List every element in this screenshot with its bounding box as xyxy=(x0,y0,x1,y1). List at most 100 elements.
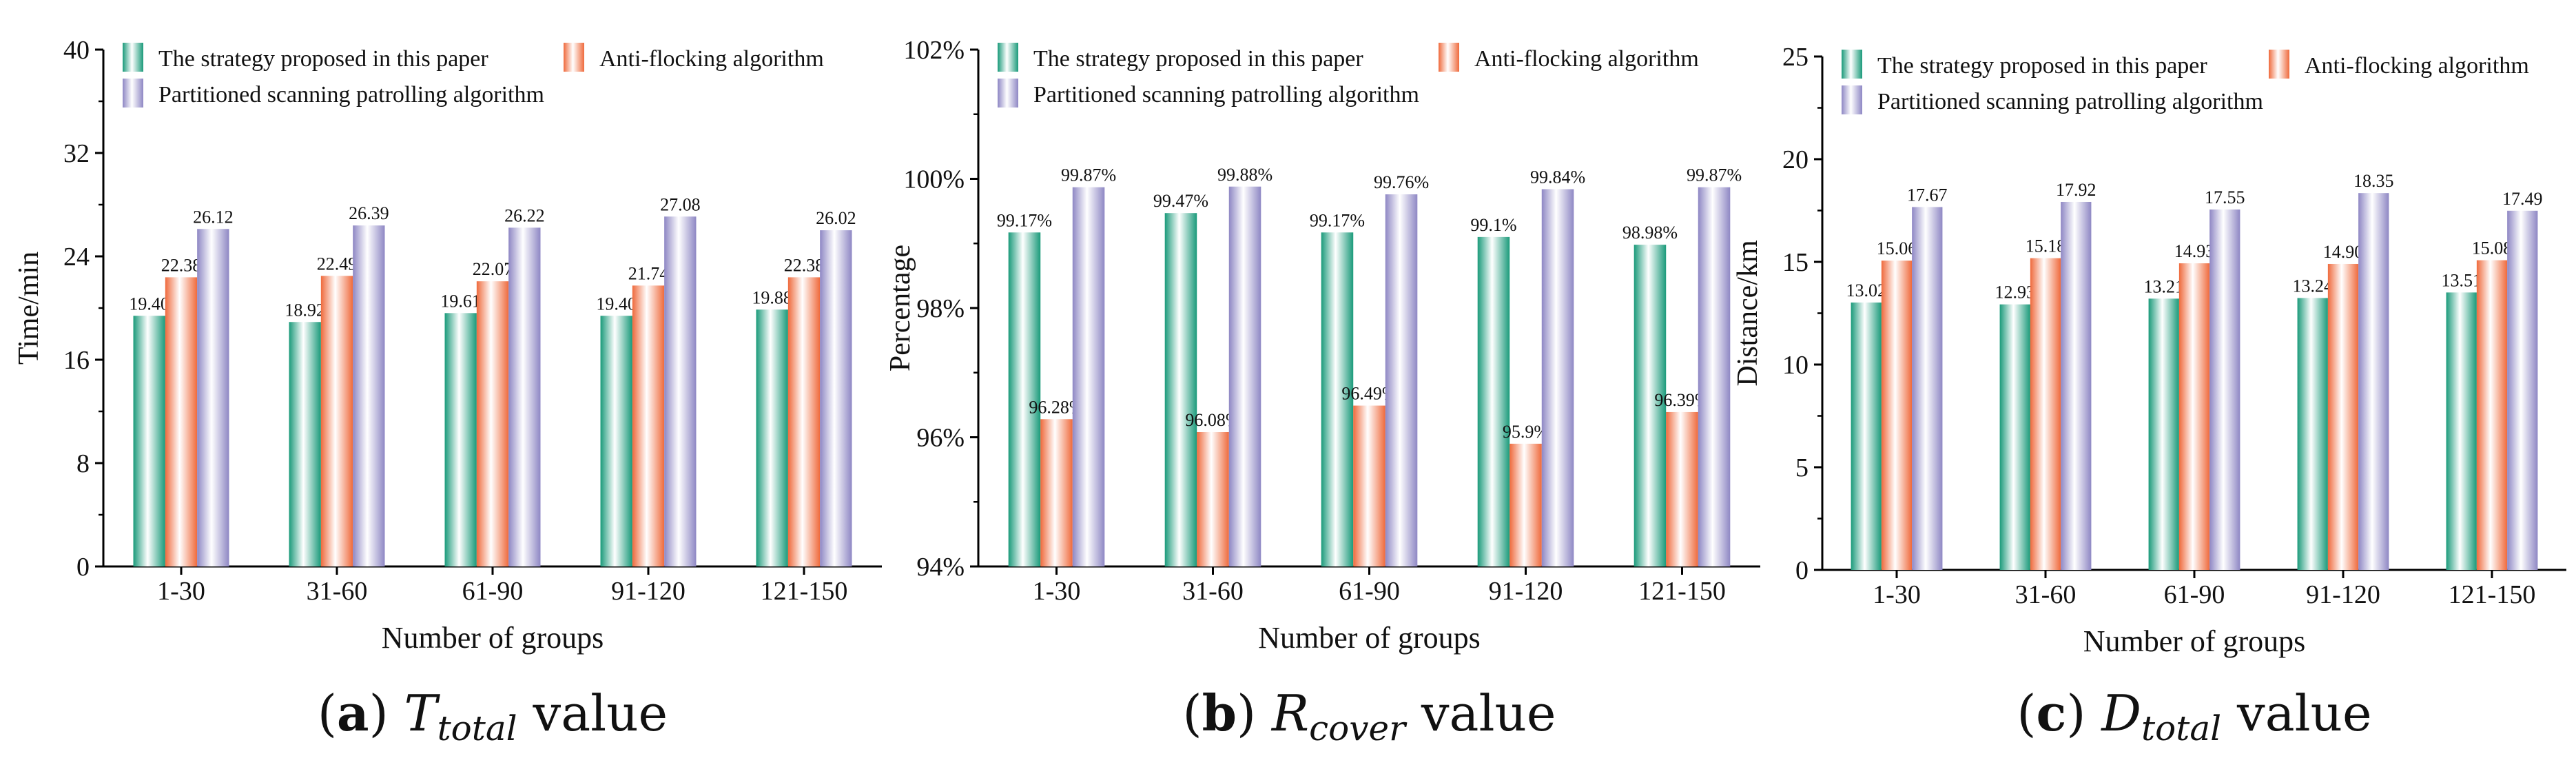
bar-value-label: 99.76% xyxy=(1374,172,1429,192)
bar-value-label: 22.07 xyxy=(473,259,513,279)
bar-value-label: 13.24 xyxy=(2292,276,2333,296)
y-axis-label: Distance/km xyxy=(1732,240,1764,387)
caption-part: c xyxy=(2036,684,2066,742)
x-tick-label: 61-90 xyxy=(2164,580,2225,609)
bar xyxy=(320,276,353,566)
bar-value-label: 19.88 xyxy=(752,287,792,307)
caption-part: ( xyxy=(318,684,337,742)
bar xyxy=(476,281,509,566)
bar-value-label: 15.06 xyxy=(1877,238,1917,258)
bar-value-label: 98.98% xyxy=(1622,223,1678,243)
bar xyxy=(444,313,477,566)
x-tick-label: 1-30 xyxy=(157,577,205,606)
bar-value-label: 19.40 xyxy=(596,294,637,314)
bar xyxy=(2178,263,2210,570)
bar xyxy=(1541,189,1574,566)
y-tick-label: 98% xyxy=(916,294,965,323)
bar-value-label: 19.40 xyxy=(129,294,169,314)
bar xyxy=(1197,432,1229,566)
caption-part: total xyxy=(2141,708,2221,748)
bar xyxy=(787,277,821,566)
caption-part: cover xyxy=(1309,708,1408,748)
caption-part: b xyxy=(1202,684,1237,742)
x-tick-label: 91-120 xyxy=(1489,577,1563,606)
bar xyxy=(2061,201,2092,570)
y-tick-label: 0 xyxy=(76,553,90,582)
bar-value-label: 99.87% xyxy=(1061,165,1116,185)
legend-swatch xyxy=(123,43,143,72)
bar-value-label: 13.21 xyxy=(2143,276,2184,296)
x-axis-label: Number of groups xyxy=(1258,621,1481,655)
y-tick-label: 24 xyxy=(63,243,90,272)
bar xyxy=(133,316,165,566)
x-tick-label: 1-30 xyxy=(1033,577,1081,606)
bar-value-label: 13.51 xyxy=(2441,270,2482,290)
panel-caption: (c) Dtotal value xyxy=(2017,684,2371,748)
chart-panel-1: 0 8 16 24 32 40 Time/min 1-30 19.40 22.38 26.12 31-… xyxy=(13,36,882,748)
caption-part: ( xyxy=(1183,684,1202,742)
bar xyxy=(2358,193,2389,570)
legend-label: The strategy proposed in this paper xyxy=(1877,53,2207,79)
bar-value-label: 99.88% xyxy=(1217,165,1272,185)
bar-value-label: 26.39 xyxy=(349,203,389,223)
bar xyxy=(1164,213,1197,566)
legend-label: Anti-flocking algorithm xyxy=(2305,53,2529,79)
bar-value-label: 22.49 xyxy=(317,254,358,274)
bar xyxy=(1040,419,1073,566)
y-tick-label: 32 xyxy=(63,139,90,168)
y-tick-label: 0 xyxy=(1795,556,1809,585)
bar xyxy=(1912,207,1943,571)
x-tick-label: 61-90 xyxy=(1339,577,1400,606)
bar xyxy=(1321,232,1354,566)
legend-swatch xyxy=(2269,50,2289,79)
legend-swatch xyxy=(1842,50,1862,79)
caption-part: value xyxy=(517,684,668,742)
bar xyxy=(2209,209,2240,570)
bar-value-label: 99.17% xyxy=(1310,210,1365,230)
caption-part: T xyxy=(404,684,441,742)
x-tick-label: 121-150 xyxy=(1638,577,1726,606)
panel-caption: (a) Ttotal value xyxy=(318,684,668,748)
bar xyxy=(289,322,321,566)
bar xyxy=(1851,303,1882,570)
x-tick-label: 121-150 xyxy=(761,577,848,606)
bar xyxy=(508,227,541,566)
y-tick-label: 100% xyxy=(903,165,965,194)
y-tick-label: 15 xyxy=(1782,248,1809,277)
bar-value-label: 22.38 xyxy=(161,255,202,275)
x-tick-label: 61-90 xyxy=(462,577,524,606)
bar-value-label: 18.35 xyxy=(2353,171,2394,191)
x-tick-label: 91-120 xyxy=(611,577,686,606)
y-tick-label: 96% xyxy=(916,424,965,453)
caption-part: D xyxy=(2100,684,2141,742)
y-axis-label: Time/min xyxy=(13,252,45,365)
caption-part: ) xyxy=(2066,684,2101,742)
x-tick-label: 31-60 xyxy=(1182,577,1244,606)
bar xyxy=(2030,258,2061,570)
bar xyxy=(1353,405,1385,566)
bar xyxy=(1008,232,1041,566)
bar-value-label: 14.93 xyxy=(2174,241,2215,261)
legend-swatch xyxy=(1842,85,1862,114)
x-axis-label: Number of groups xyxy=(382,621,604,655)
legend-label: Partitioned scanning patrolling algorith… xyxy=(1033,82,1419,108)
x-tick-label: 31-60 xyxy=(2015,580,2077,609)
y-tick-label: 16 xyxy=(63,346,90,375)
legend-swatch xyxy=(998,79,1018,108)
bar xyxy=(2507,210,2538,571)
y-tick-label: 20 xyxy=(1782,145,1809,174)
bar xyxy=(2148,298,2179,570)
caption-part: value xyxy=(2221,684,2372,742)
y-axis-label: Percentage xyxy=(885,245,916,371)
bar-value-label: 17.49 xyxy=(2502,189,2543,209)
bar-value-label: 14.90 xyxy=(2323,242,2364,262)
bar xyxy=(1072,187,1105,566)
bar xyxy=(1999,304,2030,570)
bar-value-label: 95.9% xyxy=(1503,422,1549,442)
bar xyxy=(197,229,229,566)
legend-label: Partitioned scanning patrolling algorith… xyxy=(158,82,544,108)
bar xyxy=(2297,298,2328,570)
bar xyxy=(353,225,385,566)
caption-part: ) xyxy=(1237,684,1272,742)
